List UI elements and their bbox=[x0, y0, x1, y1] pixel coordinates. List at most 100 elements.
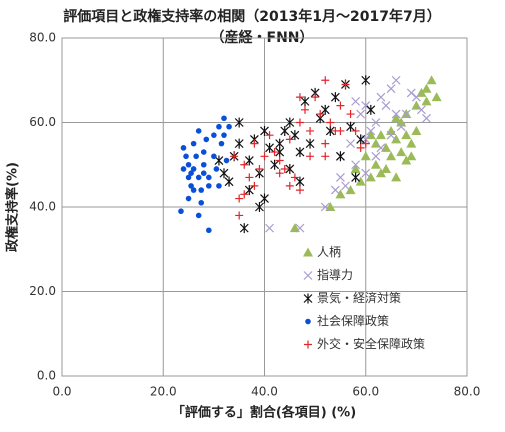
point bbox=[330, 185, 340, 195]
point bbox=[198, 187, 205, 193]
point bbox=[265, 223, 274, 233]
point bbox=[341, 80, 350, 89]
point bbox=[223, 157, 230, 164]
point bbox=[336, 151, 345, 162]
point bbox=[216, 123, 222, 130]
point bbox=[406, 151, 417, 161]
point bbox=[255, 164, 264, 173]
x-tick-label: 20.0 bbox=[150, 385, 177, 399]
point bbox=[218, 140, 225, 147]
point bbox=[321, 76, 330, 85]
point bbox=[195, 212, 202, 219]
point bbox=[250, 139, 259, 148]
point bbox=[375, 130, 386, 140]
point bbox=[285, 135, 294, 144]
legend-marker bbox=[303, 247, 313, 257]
point bbox=[219, 168, 229, 179]
point bbox=[275, 138, 285, 149]
point bbox=[391, 172, 402, 182]
point bbox=[214, 155, 224, 166]
point bbox=[371, 118, 381, 127]
legend-marker bbox=[305, 318, 311, 325]
point bbox=[295, 118, 304, 127]
legend-label: 人柄 bbox=[317, 245, 341, 259]
point bbox=[396, 122, 406, 132]
point bbox=[361, 168, 371, 178]
point bbox=[234, 138, 244, 149]
point bbox=[320, 202, 330, 212]
point bbox=[311, 93, 320, 102]
point bbox=[401, 109, 411, 119]
point bbox=[185, 161, 192, 168]
point bbox=[391, 134, 402, 144]
point bbox=[422, 113, 431, 123]
point bbox=[188, 170, 194, 176]
point bbox=[346, 110, 355, 119]
point bbox=[190, 140, 197, 147]
point bbox=[375, 168, 386, 178]
point bbox=[360, 151, 371, 161]
point bbox=[361, 139, 370, 148]
point bbox=[235, 211, 244, 220]
point bbox=[386, 151, 397, 161]
point bbox=[260, 193, 269, 204]
point bbox=[401, 155, 412, 165]
point bbox=[306, 152, 315, 161]
legend-label: 景気・経済対策 bbox=[317, 290, 401, 305]
point bbox=[180, 166, 187, 172]
point bbox=[391, 113, 402, 123]
point bbox=[371, 151, 381, 161]
point bbox=[211, 132, 217, 138]
point bbox=[361, 75, 371, 86]
point bbox=[386, 130, 396, 140]
point bbox=[336, 173, 345, 182]
y-tick-label: 40.0 bbox=[29, 200, 56, 214]
point bbox=[190, 166, 197, 172]
point bbox=[211, 153, 217, 160]
point bbox=[406, 138, 417, 148]
point bbox=[350, 163, 361, 173]
point bbox=[234, 117, 244, 128]
point bbox=[285, 181, 294, 190]
point bbox=[285, 117, 295, 128]
point bbox=[178, 208, 184, 215]
point bbox=[356, 134, 366, 145]
point bbox=[193, 153, 199, 160]
y-tick-label: 20.0 bbox=[29, 284, 56, 298]
point bbox=[206, 183, 212, 189]
point bbox=[290, 173, 299, 182]
point bbox=[245, 173, 254, 182]
point bbox=[401, 130, 412, 140]
point bbox=[230, 152, 239, 161]
point bbox=[244, 185, 254, 196]
x-axis-title: 「評価する」割合(各項目) (%) bbox=[172, 405, 356, 421]
point bbox=[206, 227, 212, 234]
point bbox=[381, 163, 391, 173]
x-tick-label: 40.0 bbox=[251, 385, 278, 399]
point bbox=[320, 104, 330, 115]
point bbox=[280, 164, 289, 173]
point bbox=[326, 118, 335, 127]
point bbox=[295, 176, 305, 187]
point bbox=[244, 155, 254, 166]
point bbox=[336, 126, 345, 135]
point bbox=[365, 172, 376, 182]
point bbox=[224, 176, 234, 187]
point bbox=[213, 166, 220, 172]
point bbox=[356, 109, 366, 119]
point bbox=[346, 121, 355, 132]
point bbox=[316, 110, 325, 119]
point bbox=[289, 223, 300, 233]
point bbox=[355, 176, 366, 186]
point bbox=[180, 145, 187, 151]
point bbox=[240, 190, 249, 199]
x-tick-label: 80.0 bbox=[454, 385, 481, 399]
point bbox=[426, 75, 437, 85]
point bbox=[411, 125, 422, 135]
point bbox=[330, 92, 340, 103]
point bbox=[295, 147, 305, 158]
point bbox=[260, 152, 269, 161]
point bbox=[221, 115, 227, 122]
point bbox=[295, 223, 305, 233]
point bbox=[381, 142, 391, 152]
